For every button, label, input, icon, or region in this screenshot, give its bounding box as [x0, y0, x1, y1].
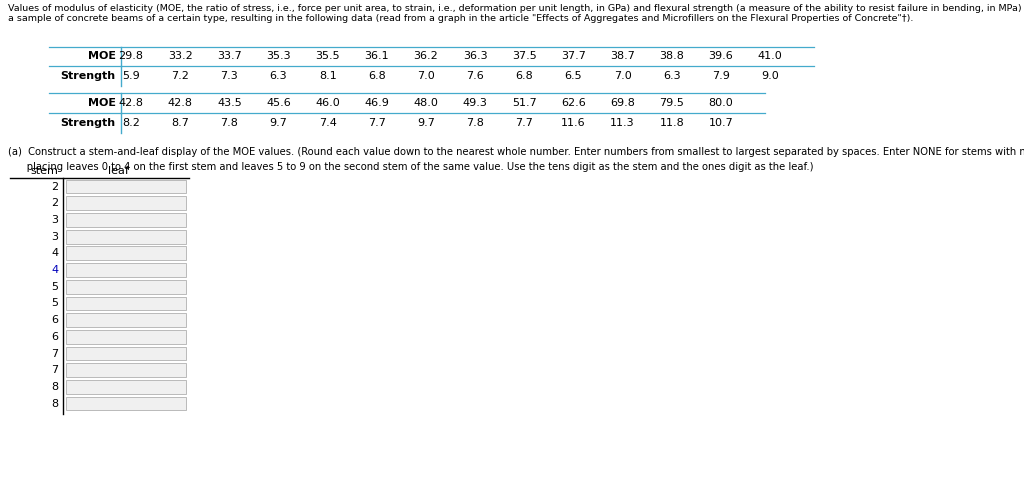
FancyBboxPatch shape	[66, 363, 186, 377]
Text: 79.5: 79.5	[659, 98, 684, 108]
Text: Strength: Strength	[60, 71, 116, 81]
Text: placing leaves 0 to 4 on the first stem and leaves 5 to 9 on the second stem of : placing leaves 0 to 4 on the first stem …	[8, 162, 814, 172]
FancyBboxPatch shape	[66, 246, 186, 260]
Text: 39.6: 39.6	[709, 52, 733, 61]
Text: 36.2: 36.2	[414, 52, 438, 61]
FancyBboxPatch shape	[66, 180, 186, 193]
Text: Strength: Strength	[60, 118, 116, 128]
Text: 69.8: 69.8	[610, 98, 635, 108]
Text: 7.8: 7.8	[220, 118, 239, 128]
FancyBboxPatch shape	[66, 230, 186, 244]
Text: 35.3: 35.3	[266, 52, 291, 61]
Text: 6.8: 6.8	[515, 71, 534, 81]
Text: MOE: MOE	[88, 98, 116, 108]
Text: 42.8: 42.8	[119, 98, 143, 108]
FancyBboxPatch shape	[66, 280, 186, 294]
Text: 80.0: 80.0	[709, 98, 733, 108]
Text: 3: 3	[51, 232, 58, 242]
Text: 33.7: 33.7	[217, 52, 242, 61]
Text: 36.3: 36.3	[463, 52, 487, 61]
Text: leaf: leaf	[108, 166, 129, 176]
Text: 6.3: 6.3	[663, 71, 681, 81]
Text: 7.4: 7.4	[318, 118, 337, 128]
Text: MOE: MOE	[88, 52, 116, 61]
Text: 8.7: 8.7	[171, 118, 189, 128]
Text: 9.0: 9.0	[761, 71, 779, 81]
Text: 3: 3	[51, 215, 58, 225]
Text: 7.0: 7.0	[613, 71, 632, 81]
Text: 6: 6	[51, 315, 58, 325]
Text: 5.9: 5.9	[122, 71, 140, 81]
Text: 7.8: 7.8	[466, 118, 484, 128]
Text: 8.2: 8.2	[122, 118, 140, 128]
Text: 42.8: 42.8	[168, 98, 193, 108]
Text: 2: 2	[51, 182, 58, 191]
Text: 4: 4	[51, 248, 58, 258]
Text: 9.7: 9.7	[417, 118, 435, 128]
Text: 51.7: 51.7	[512, 98, 537, 108]
FancyBboxPatch shape	[66, 380, 186, 394]
Text: 37.5: 37.5	[512, 52, 537, 61]
Text: 7.7: 7.7	[368, 118, 386, 128]
Text: 46.9: 46.9	[365, 98, 389, 108]
FancyBboxPatch shape	[66, 347, 186, 360]
Text: a sample of concrete beams of a certain type, resulting in the following data (r: a sample of concrete beams of a certain …	[8, 14, 913, 23]
Text: 33.2: 33.2	[168, 52, 193, 61]
Text: (a)  Construct a stem-and-leaf display of the MOE values. (Round each value down: (a) Construct a stem-and-leaf display of…	[8, 147, 1024, 157]
Text: 49.3: 49.3	[463, 98, 487, 108]
Text: 7.7: 7.7	[515, 118, 534, 128]
Text: 62.6: 62.6	[561, 98, 586, 108]
FancyBboxPatch shape	[66, 397, 186, 410]
Text: 11.3: 11.3	[610, 118, 635, 128]
Text: 5: 5	[51, 299, 58, 308]
Text: 5: 5	[51, 282, 58, 292]
Text: 7.3: 7.3	[220, 71, 239, 81]
Text: 11.6: 11.6	[561, 118, 586, 128]
Text: 38.8: 38.8	[659, 52, 684, 61]
FancyBboxPatch shape	[66, 313, 186, 327]
Text: 4: 4	[51, 265, 58, 275]
Text: 36.1: 36.1	[365, 52, 389, 61]
Text: 6.3: 6.3	[269, 71, 288, 81]
Text: 35.5: 35.5	[315, 52, 340, 61]
FancyBboxPatch shape	[66, 196, 186, 210]
Text: 8: 8	[51, 399, 58, 409]
Text: 7.6: 7.6	[466, 71, 484, 81]
Text: 7.9: 7.9	[712, 71, 730, 81]
Text: 6.8: 6.8	[368, 71, 386, 81]
FancyBboxPatch shape	[66, 263, 186, 277]
Text: 38.7: 38.7	[610, 52, 635, 61]
Text: 9.7: 9.7	[269, 118, 288, 128]
Text: 43.5: 43.5	[217, 98, 242, 108]
Text: 6: 6	[51, 332, 58, 342]
FancyBboxPatch shape	[66, 297, 186, 310]
Text: 8.1: 8.1	[318, 71, 337, 81]
Text: 46.0: 46.0	[315, 98, 340, 108]
FancyBboxPatch shape	[66, 330, 186, 344]
Text: 7.0: 7.0	[417, 71, 435, 81]
FancyBboxPatch shape	[66, 213, 186, 227]
Text: 37.7: 37.7	[561, 52, 586, 61]
Text: 10.7: 10.7	[709, 118, 733, 128]
Text: 29.8: 29.8	[119, 52, 143, 61]
Text: 41.0: 41.0	[758, 52, 782, 61]
Text: 7: 7	[51, 349, 58, 358]
Text: 45.6: 45.6	[266, 98, 291, 108]
Text: 7.2: 7.2	[171, 71, 189, 81]
Text: 48.0: 48.0	[414, 98, 438, 108]
Text: stem: stem	[31, 166, 58, 176]
Text: 2: 2	[51, 198, 58, 208]
Text: 8: 8	[51, 382, 58, 392]
Text: 7: 7	[51, 365, 58, 375]
Text: 6.5: 6.5	[564, 71, 583, 81]
Text: Values of modulus of elasticity (MOE, the ratio of stress, i.e., force per unit : Values of modulus of elasticity (MOE, th…	[8, 4, 1024, 13]
Text: 11.8: 11.8	[659, 118, 684, 128]
